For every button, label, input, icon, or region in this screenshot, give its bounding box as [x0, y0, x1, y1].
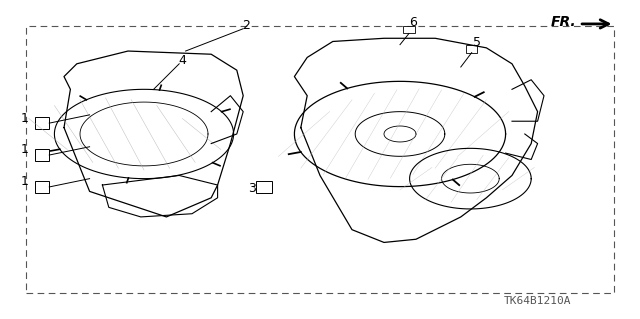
Text: 1: 1: [20, 144, 28, 156]
Text: 4: 4: [179, 54, 186, 67]
Text: FR.: FR.: [550, 15, 576, 29]
Text: 3: 3: [248, 182, 255, 195]
Bar: [35, 181, 49, 193]
Bar: [403, 26, 415, 33]
Bar: [35, 149, 49, 161]
Bar: [466, 45, 477, 53]
Text: 1: 1: [20, 175, 28, 188]
Bar: [26, 26, 614, 293]
Text: 2: 2: [243, 19, 250, 32]
Bar: [35, 117, 49, 129]
Text: TK64B1210A: TK64B1210A: [504, 296, 572, 307]
Text: 1: 1: [20, 112, 28, 124]
Text: 5: 5: [473, 36, 481, 48]
Bar: [256, 181, 272, 193]
Text: 6: 6: [410, 17, 417, 29]
